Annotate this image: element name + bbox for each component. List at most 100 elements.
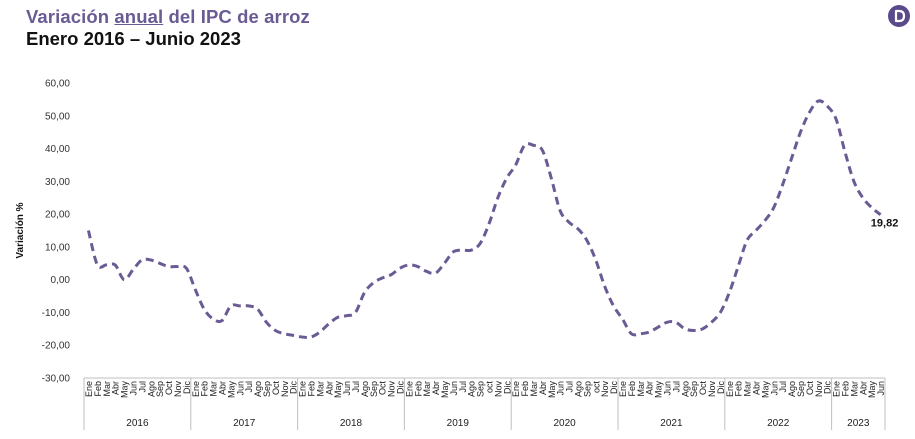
x-tick-label: Jul (458, 381, 468, 393)
y-tick-label: 10,00 (45, 242, 70, 253)
y-tick-label: 60,00 (45, 79, 70, 90)
x-tick-label: Jul (671, 381, 681, 393)
x-tick-label: Ene (298, 381, 308, 397)
x-tick-label: Jul (137, 381, 147, 393)
x-tick-label: Sep (262, 381, 272, 397)
x-tick-label: May (120, 381, 130, 399)
x-tick-label: Abr (858, 381, 868, 395)
y-tick-label: 40,00 (45, 144, 70, 155)
x-tick-label: Ago (680, 381, 690, 397)
year-label: 2018 (340, 418, 363, 429)
x-tick-label: May (760, 381, 770, 399)
x-tick-label: Sep (155, 381, 165, 397)
x-tick-label: Feb (93, 381, 103, 397)
x-tick-label: Ene (832, 381, 842, 397)
y-tick-label: -20,00 (42, 341, 71, 352)
x-tick-label: Oct (271, 381, 281, 396)
x-tick-label: Abr (645, 381, 655, 395)
x-tick-label: Sep (689, 381, 699, 397)
x-tick-label: Abr (324, 381, 334, 395)
x-tick-label: Ago (467, 381, 477, 397)
x-tick-label: Jun (876, 381, 886, 396)
x-tick-label: Ene (725, 381, 735, 397)
x-tick-label: Jul (565, 381, 575, 393)
x-tick-label: Jul (778, 381, 788, 393)
x-tick-label: Oct (164, 381, 174, 396)
x-tick-label: Oct (805, 381, 815, 396)
x-tick-label: Ene (191, 381, 201, 397)
x-tick-label: oct (591, 381, 601, 394)
x-tick-label: Jun (449, 381, 459, 396)
title-part-1: Variación (26, 6, 115, 27)
x-tick-label: Abr (111, 381, 121, 395)
x-tick-label: Jul (244, 381, 254, 393)
x-tick-label: Jun (662, 381, 672, 396)
x-tick-label: Nov (707, 381, 717, 398)
x-tick-label: Abr (751, 381, 761, 395)
x-tick-label: Dic (182, 381, 192, 394)
x-tick-label: Ene (84, 381, 94, 397)
title-underlined-word: anual (114, 6, 164, 27)
x-tick-label: May (547, 381, 557, 399)
x-tick-label: May (226, 381, 236, 399)
x-tick-label: Dic (716, 381, 726, 394)
x-tick-label: Oct (378, 381, 388, 396)
x-tick-label: Dic (502, 381, 512, 394)
x-tick-label: Mar (636, 381, 646, 397)
x-tick-label: Jun (342, 381, 352, 396)
x-tick-label: Ene (618, 381, 628, 397)
x-tick-label: Abr (538, 381, 548, 395)
x-tick-label: Feb (734, 381, 744, 397)
title-part-2: del IPC de arroz (163, 6, 310, 27)
brand-logo-icon[interactable] (888, 5, 910, 27)
x-tick-label: Nov (387, 381, 397, 398)
year-label: 2023 (847, 418, 870, 429)
year-label: 2021 (660, 418, 683, 429)
y-tick-label: 0,00 (51, 275, 71, 286)
y-tick-label: 30,00 (45, 177, 70, 188)
x-tick-label: Mar (315, 381, 325, 397)
x-tick-label: Ago (787, 381, 797, 397)
x-tick-label: Jun (128, 381, 138, 396)
x-tick-label: Abr (217, 381, 227, 395)
y-tick-label: -10,00 (42, 308, 71, 319)
x-tick-label: Dic (289, 381, 299, 394)
x-tick-label: Feb (840, 381, 850, 397)
x-tick-label: Mar (102, 381, 112, 397)
x-tick-label: Feb (413, 381, 423, 397)
y-tick-label: 20,00 (45, 210, 70, 221)
x-tick-label: May (867, 381, 877, 399)
x-tick-label: Dic (395, 381, 405, 394)
x-tick-label: Jun (769, 381, 779, 396)
x-tick-label: Sep (796, 381, 806, 397)
year-label: 2017 (233, 418, 256, 429)
x-tick-label: Mar (849, 381, 859, 397)
x-tick-label: Jun (556, 381, 566, 396)
x-tick-label: Sep (369, 381, 379, 397)
x-tick-label: Dic (609, 381, 619, 394)
x-tick-label: Jun (235, 381, 245, 396)
x-tick-label: Ago (146, 381, 156, 397)
x-tick-label: Jul (351, 381, 361, 393)
x-tick-label: Feb (627, 381, 637, 397)
x-tick-label: Nov (600, 381, 610, 398)
x-tick-label: Feb (520, 381, 530, 397)
x-tick-label: Nov (173, 381, 183, 398)
x-tick-label: Mar (529, 381, 539, 397)
chart-subtitle: Enero 2016 – Junio 2023 (26, 28, 241, 49)
year-label: 2016 (126, 418, 149, 429)
year-label: 2020 (553, 418, 576, 429)
x-tick-label: Mar (743, 381, 753, 397)
x-tick-label: Feb (200, 381, 210, 397)
x-tick-label: Abr (431, 381, 441, 395)
x-tick-label: Mar (209, 381, 219, 397)
x-tick-label: Nov (493, 381, 503, 398)
x-tick-label: Ene (511, 381, 521, 397)
x-tick-label: Mar (422, 381, 432, 397)
chart-title: Variación anual del IPC de arroz (26, 6, 310, 28)
y-tick-label: -30,00 (42, 374, 71, 385)
x-tick-label: Ene (404, 381, 414, 397)
x-tick-label: Sep (582, 381, 592, 397)
series-line (86, 99, 882, 339)
